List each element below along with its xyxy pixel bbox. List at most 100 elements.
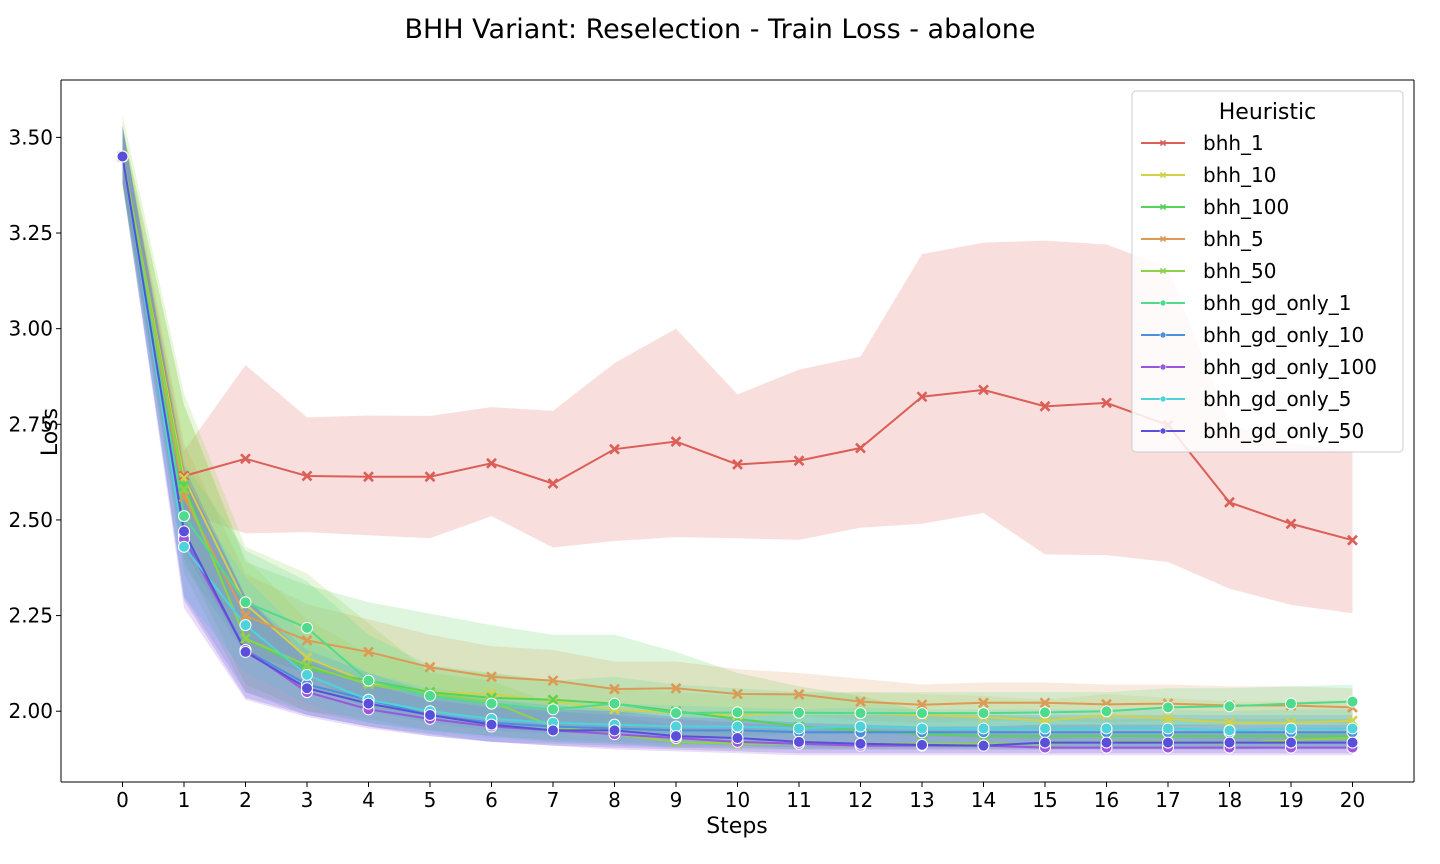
point-bhh_gd_only_50: [178, 525, 190, 538]
y-tick-label: 2.00: [8, 699, 53, 723]
point-bhh_gd_only_50: [485, 718, 498, 731]
x-tick-label: 17: [1155, 788, 1180, 812]
band-bhh_gd_only_50: [122, 125, 1353, 754]
point-bhh_5: [363, 646, 374, 658]
x-tick-label: 0: [116, 788, 129, 812]
point-bhh_1: [178, 470, 190, 482]
point-bhh_gd_only_1: [547, 703, 559, 716]
point-bhh_gd_only_5: [1162, 722, 1174, 735]
point-bhh_gd_only_1: [1039, 706, 1051, 719]
point-bhh_gd_only_50: [362, 697, 375, 710]
point-bhh_gd_only_1: [362, 674, 375, 687]
legend-label-bhh_gd_only_5: bhh_gd_only_5: [1203, 387, 1351, 411]
point-bhh_gd_only_5: [977, 722, 990, 735]
point-bhh_gd_only_1: [1162, 701, 1174, 714]
point-bhh_gd_only_50: [608, 724, 621, 737]
point-bhh_gd_only_5: [1223, 724, 1236, 737]
point-bhh_1: [1347, 534, 1358, 546]
point-bhh_gd_only_1: [977, 707, 990, 720]
y-tick-label: 2.25: [8, 604, 53, 628]
point-bhh_gd_only_1: [670, 707, 682, 720]
point-bhh_gd_only_1: [178, 510, 190, 523]
point-bhh_1: [1224, 496, 1235, 508]
point-bhh_1: [609, 443, 620, 455]
point-bhh_gd_only_1: [301, 621, 313, 634]
point-bhh_gd_only_50: [1346, 736, 1359, 749]
point-bhh_5: [978, 697, 989, 709]
point-bhh_1: [1039, 400, 1051, 412]
legend-title: Heuristic: [1219, 100, 1316, 125]
x-tick-label: 20: [1340, 788, 1365, 812]
point-bhh_50: [240, 633, 251, 644]
point-bhh_gd_only_50: [1223, 736, 1236, 749]
x-tick-label: 4: [362, 788, 375, 812]
legend-label-bhh_gd_only_1: bhh_gd_only_1: [1203, 291, 1351, 315]
legend-label-bhh_1: bhh_1: [1203, 131, 1264, 155]
point-bhh_5: [1039, 697, 1051, 709]
point-bhh_5: [916, 699, 928, 711]
point-bhh_100: [547, 694, 559, 706]
y-tick-label: 3.00: [8, 317, 53, 341]
x-tick-label: 16: [1094, 788, 1119, 812]
legend: Heuristic bhh_1 bhh_10 bhh_100 bhh_5 bhh_50bh…: [1131, 90, 1404, 453]
point-bhh_1: [301, 470, 313, 482]
legend-label-bhh_50: bhh_50: [1203, 259, 1277, 283]
legend-marker-bhh_50: [1159, 267, 1167, 275]
point-bhh_50: [178, 483, 190, 495]
point-bhh_gd_only_5: [1100, 722, 1113, 735]
point-bhh_1: [732, 459, 743, 470]
point-bhh_1: [1285, 518, 1297, 530]
point-bhh_5: [793, 688, 805, 700]
point-bhh_5: [424, 661, 436, 673]
point-bhh_5: [670, 682, 682, 694]
y-axis-label: Loss: [38, 408, 63, 456]
point-bhh_gd_only_5: [1346, 722, 1359, 735]
x-tick-label: 6: [485, 788, 498, 812]
x-tick-label: 8: [608, 788, 621, 812]
band-bhh_gd_only_100: [122, 125, 1353, 756]
point-bhh_gd_only_50: [1162, 736, 1174, 749]
y-tick-label: 2.50: [8, 508, 53, 532]
x-tick-label: 10: [725, 788, 750, 812]
legend-marker-bhh_5: [1159, 235, 1167, 243]
point-bhh_gd_only_5: [793, 722, 805, 735]
point-bhh_gd_only_1: [608, 697, 621, 710]
y-tick-label: 3.25: [8, 221, 53, 245]
legend-label-bhh_gd_only_100: bhh_gd_only_100: [1203, 355, 1377, 379]
point-bhh_gd_only_5: [1039, 722, 1051, 735]
legend-marker-bhh_gd_only_5: [1159, 395, 1167, 403]
point-bhh_5: [301, 635, 313, 646]
point-bhh_gd_only_5: [854, 720, 867, 733]
point-bhh_gd_only_50: [854, 737, 867, 750]
point-bhh_gd_only_5: [731, 720, 744, 733]
point-bhh_gd_only_50: [670, 730, 682, 743]
series-markers: [116, 150, 1359, 754]
point-bhh_gd_only_5: [301, 668, 313, 681]
x-tick-label: 15: [1032, 788, 1057, 812]
x-tick-label: 19: [1278, 788, 1303, 812]
point-bhh_5: [609, 683, 620, 695]
point-bhh_100: [178, 480, 190, 491]
x-tick-label: 13: [909, 788, 934, 812]
point-bhh_1: [240, 453, 251, 465]
point-bhh_1: [855, 442, 866, 454]
legend-label-bhh_gd_only_10: bhh_gd_only_10: [1203, 323, 1364, 347]
y-tick-label: 3.50: [8, 125, 53, 149]
band-bhh_50: [122, 114, 1353, 750]
point-bhh_1: [670, 436, 682, 447]
x-tick-label: 9: [670, 788, 683, 812]
legend-box: [1131, 90, 1404, 453]
point-bhh_gd_only_5: [1285, 722, 1297, 735]
legend-marker-bhh_1: [1159, 139, 1167, 147]
point-bhh_50: [301, 659, 313, 671]
point-bhh_gd_only_50: [977, 739, 990, 752]
x-tick-label: 14: [971, 788, 996, 812]
point-bhh_gd_only_1: [854, 707, 867, 720]
x-axis-label: Steps: [706, 814, 768, 839]
point-bhh_gd_only_1: [916, 707, 928, 720]
point-bhh_gd_only_1: [1346, 695, 1359, 708]
legend-label-bhh_5: bhh_5: [1203, 227, 1264, 251]
point-bhh_gd_only_1: [731, 706, 744, 719]
point-bhh_5: [240, 610, 251, 622]
